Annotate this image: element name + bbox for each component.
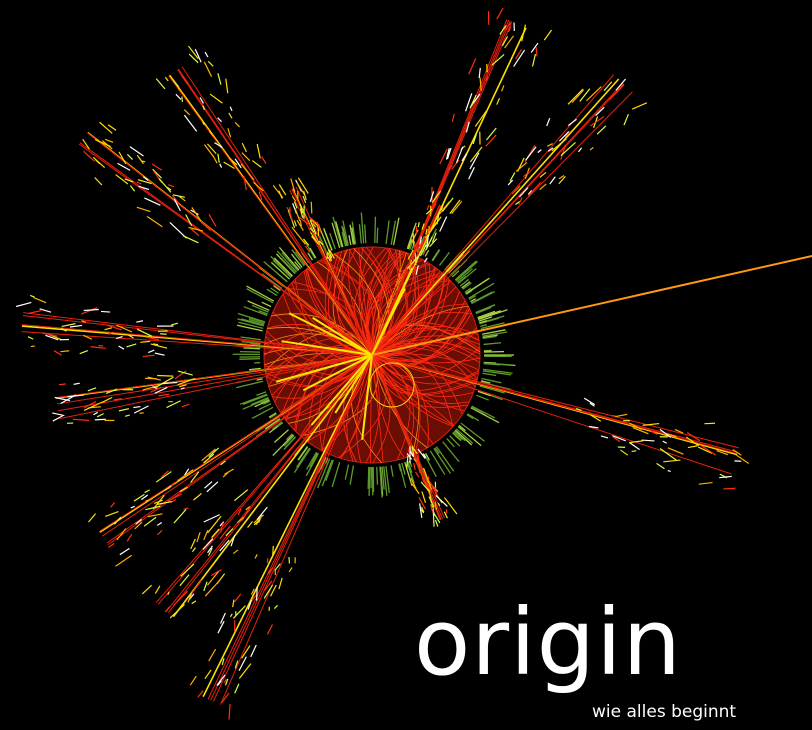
jet-deposit (318, 227, 319, 236)
ring-tick (377, 467, 378, 485)
jet-deposit (413, 233, 414, 245)
jet-deposit (421, 237, 422, 242)
jet-deposit (723, 488, 735, 489)
jet-deposit (668, 471, 671, 472)
jet-deposit (95, 419, 106, 420)
jet-deposit (257, 587, 258, 600)
jet-deposit (31, 346, 35, 347)
ring-tick (240, 352, 260, 353)
ring-tick (375, 217, 376, 243)
jet-deposit (632, 451, 637, 452)
page: origin wie alles beginnt (() => { const … (0, 0, 812, 730)
poster: origin wie alles beginnt (0, 0, 812, 730)
jet-deposit (142, 161, 145, 162)
jet-deposit (433, 509, 434, 526)
ring-tick (239, 359, 260, 360)
jet-deposit (182, 97, 183, 102)
jet-deposit (157, 375, 173, 376)
jet-deposit (158, 331, 168, 332)
ring-tick (368, 467, 369, 489)
jet-deposit (273, 546, 274, 556)
jet-deposit (536, 47, 537, 56)
ring-tick (484, 352, 504, 353)
jet-deposit (101, 311, 110, 312)
ring-tick (377, 228, 378, 243)
title: origin (414, 589, 682, 696)
jet-deposit (311, 202, 312, 214)
jet-deposit (160, 334, 167, 335)
jet-deposit (153, 344, 158, 345)
jet-deposit (59, 384, 66, 385)
subtitle: wie alles beginnt (592, 702, 736, 722)
